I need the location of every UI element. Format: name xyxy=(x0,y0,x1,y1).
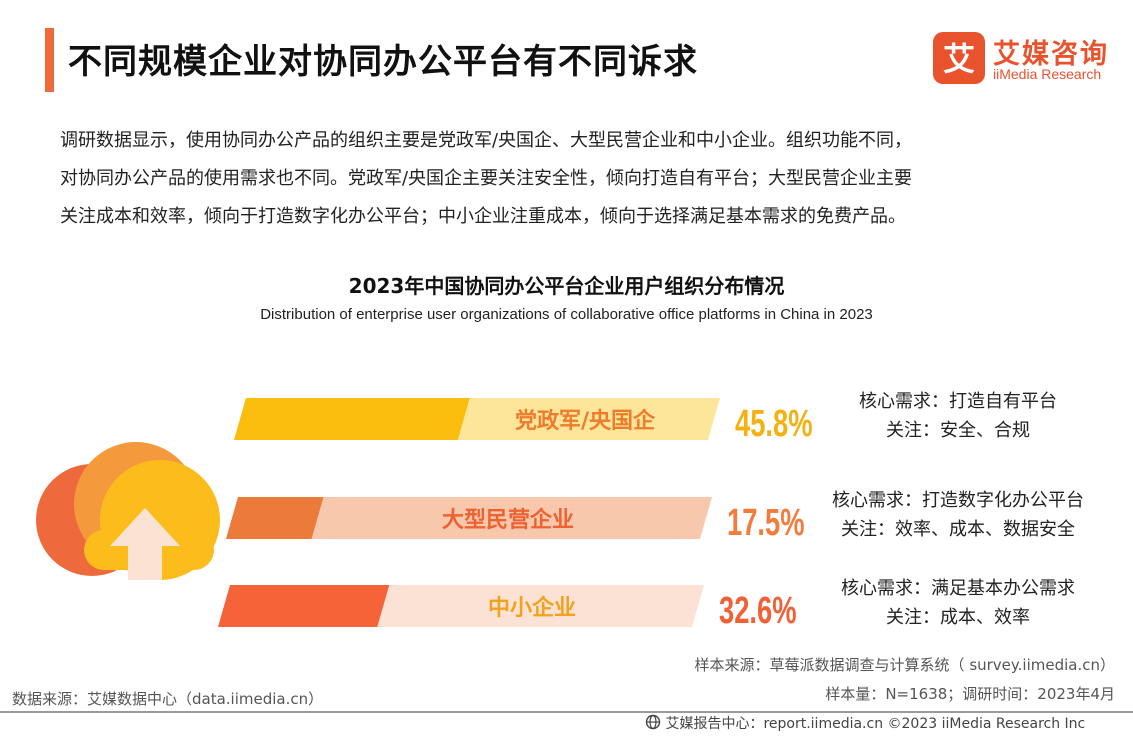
category-label: 党政军/央国企 xyxy=(515,408,656,434)
annotation-need: 核心需求：打造数字化办公平台 xyxy=(832,490,1084,511)
globe-icon xyxy=(645,714,661,730)
intro-line: 关注成本和效率，倾向于打造数字化办公平台；中小企业注重成本，倾向于选择满足基本需… xyxy=(60,206,906,227)
svg-text:艾: 艾 xyxy=(943,40,975,78)
data-label: 45.8% xyxy=(735,403,813,445)
data-source: 数据来源：艾媒数据中心（data.iimedia.cn） xyxy=(12,690,324,708)
annotation-need: 核心需求：满足基本办公需求 xyxy=(841,578,1075,599)
bar xyxy=(234,398,470,440)
intro-line: 对协同办公产品的使用需求也不同。党政军/央国企主要关注安全性，倾向打造自有平台；… xyxy=(60,168,913,189)
page-title: 不同规模企业对协同办公平台有不同诉求 xyxy=(68,42,698,82)
logo-mark: 艾 xyxy=(933,32,985,84)
category-label: 中小企业 xyxy=(488,595,576,621)
logo-en-text: iiMedia Research xyxy=(993,66,1102,82)
category-label: 大型民营企业 xyxy=(442,507,574,533)
logo-cn-text: 艾媒咨询 xyxy=(993,39,1109,70)
chart-subtitle: Distribution of enterprise user organiza… xyxy=(260,306,873,323)
intro-paragraph: 调研数据显示，使用协同办公产品的组织主要是党政军/央国企、大型民营企业和中小企业… xyxy=(60,122,1090,236)
footer-divider xyxy=(0,711,1133,713)
footer: 艾媒报告中心：report.iimedia.cn ©2023 iiMedia R… xyxy=(645,713,1085,733)
data-label: 32.6% xyxy=(719,590,797,632)
sample-source: 样本来源：草莓派数据调查与计算系统（ survey.iimedia.cn） xyxy=(694,656,1115,674)
annotation-need: 核心需求：打造自有平台 xyxy=(859,391,1057,412)
annotation-focus: 关注：安全、合规 xyxy=(886,420,1030,441)
bar xyxy=(218,585,390,627)
sample-size: 样本量：N=1638；调研时间：2023年4月 xyxy=(825,685,1115,703)
intro-line: 调研数据显示，使用协同办公产品的组织主要是党政军/央国企、大型民营企业和中小企业… xyxy=(60,130,913,151)
bar xyxy=(226,497,324,539)
title-accent-bar xyxy=(45,28,54,92)
chart-title: 2023年中国协同办公平台企业用户组织分布情况 xyxy=(348,274,785,298)
cloud-upload-icon xyxy=(36,442,220,580)
bar-track xyxy=(226,497,712,539)
annotation-focus: 关注：效率、成本、数据安全 xyxy=(841,519,1075,540)
annotation-focus: 关注：成本、效率 xyxy=(886,607,1030,628)
data-label: 17.5% xyxy=(727,502,805,544)
brand-logo: 艾 艾媒咨询 iiMedia Research xyxy=(933,30,1123,90)
footer-text: 艾媒报告中心：report.iimedia.cn ©2023 iiMedia R… xyxy=(665,716,1086,732)
